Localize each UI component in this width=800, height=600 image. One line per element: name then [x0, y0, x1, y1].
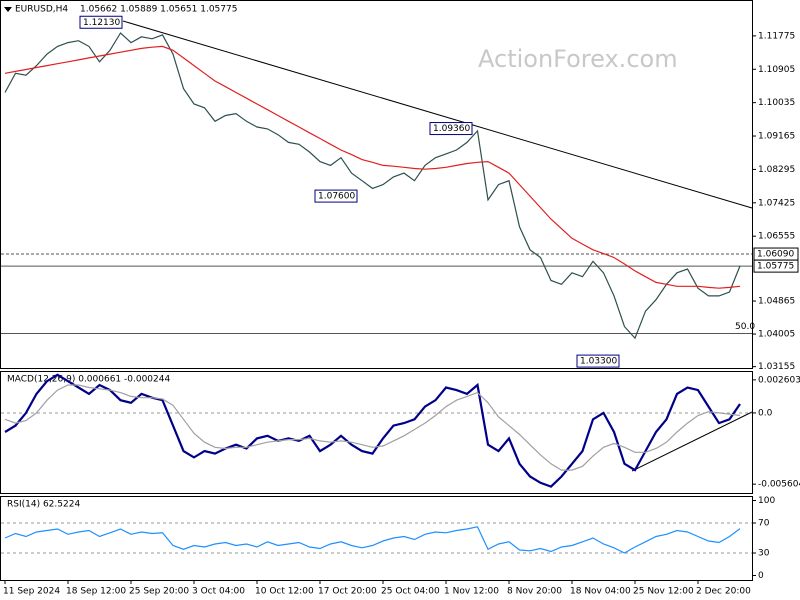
panel-frame: [0, 371, 753, 494]
price-box-label: 1.06090: [757, 250, 794, 260]
series-line: [4, 45, 741, 289]
y-tick-label: 0: [758, 571, 764, 581]
y-tick-label: -0.005604: [758, 480, 800, 490]
annotation-box: [576, 354, 620, 368]
x-tick-label: 3 Oct 04:00: [192, 587, 245, 597]
symbol-title: EURUSD,H4: [15, 5, 68, 15]
x-tick-label: 1 Nov 12:00: [444, 587, 499, 597]
macd-title: MACD(12,26,9) 0.000661 -0.000244: [7, 375, 170, 385]
annotation-box: [429, 122, 473, 136]
x-tick-label: 8 Nov 20:00: [507, 587, 562, 597]
y-tick-label: 100: [758, 496, 775, 506]
y-tick-label: 0.002603: [758, 375, 800, 385]
annotation-label: 1.09360: [433, 124, 470, 134]
x-tick-label: 11 Sep 2024: [3, 587, 60, 597]
trendline: [122, 20, 753, 209]
price-box-label: 1.05775: [757, 262, 794, 272]
y-tick-label: 0.0: [758, 408, 773, 418]
x-tick-label: 25 Oct 04:00: [381, 587, 440, 597]
ohlc-text: 1.05662 1.05889 1.05651 1.05775: [80, 5, 237, 15]
y-tick-label: 1.04865: [758, 297, 795, 307]
annotation-label: 1.03300: [580, 357, 617, 367]
series-line: [4, 384, 741, 471]
y-tick-label: 70: [758, 519, 770, 529]
y-tick-label: 1.10905: [758, 65, 795, 75]
x-tick-label: 25 Sep 20:00: [129, 587, 189, 597]
fib-label: 50.0: [735, 322, 755, 332]
panel-frame: [0, 0, 753, 369]
annotation-label: 1.12130: [83, 18, 120, 28]
annotation-box: [314, 189, 358, 203]
series-line: [4, 526, 741, 554]
x-tick-label: 18 Nov 04:00: [570, 587, 631, 597]
x-tick-label: 25 Nov 12:00: [633, 587, 694, 597]
annotation-box: [79, 15, 123, 29]
y-tick-label: 1.07425: [758, 198, 795, 208]
menu-icon: [4, 7, 12, 12]
y-tick-label: 1.08295: [758, 165, 795, 175]
y-tick-label: 1.09165: [758, 132, 795, 142]
y-tick-label: 1.03155: [758, 362, 795, 372]
y-tick-label: 1.11775: [758, 31, 795, 41]
y-tick-label: 1.06555: [758, 232, 795, 242]
x-tick-label: 10 Oct 12:00: [255, 587, 314, 597]
x-tick-label: 18 Sep 12:00: [66, 587, 126, 597]
watermark: ActionForex.com: [478, 45, 678, 73]
y-tick-label: 30: [758, 549, 770, 559]
series-line: [4, 32, 741, 340]
macd-trendline: [631, 411, 753, 472]
rsi-title: RSI(14) 62.5224: [7, 500, 80, 510]
y-tick-label: 1.10035: [758, 98, 795, 108]
y-tick-label: 1.04005: [758, 330, 795, 340]
panel-frame: [0, 496, 753, 581]
price-box: [753, 259, 799, 273]
annotation-label: 1.07600: [318, 192, 355, 202]
x-tick-label: 17 Oct 20:00: [318, 587, 377, 597]
x-tick-label: 2 Dec 20:00: [696, 587, 751, 597]
series-line: [4, 373, 741, 488]
